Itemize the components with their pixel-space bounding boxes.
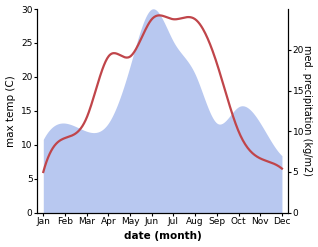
Y-axis label: max temp (C): max temp (C) [5, 75, 16, 147]
X-axis label: date (month): date (month) [124, 231, 202, 242]
Y-axis label: med. precipitation (kg/m2): med. precipitation (kg/m2) [302, 45, 313, 176]
